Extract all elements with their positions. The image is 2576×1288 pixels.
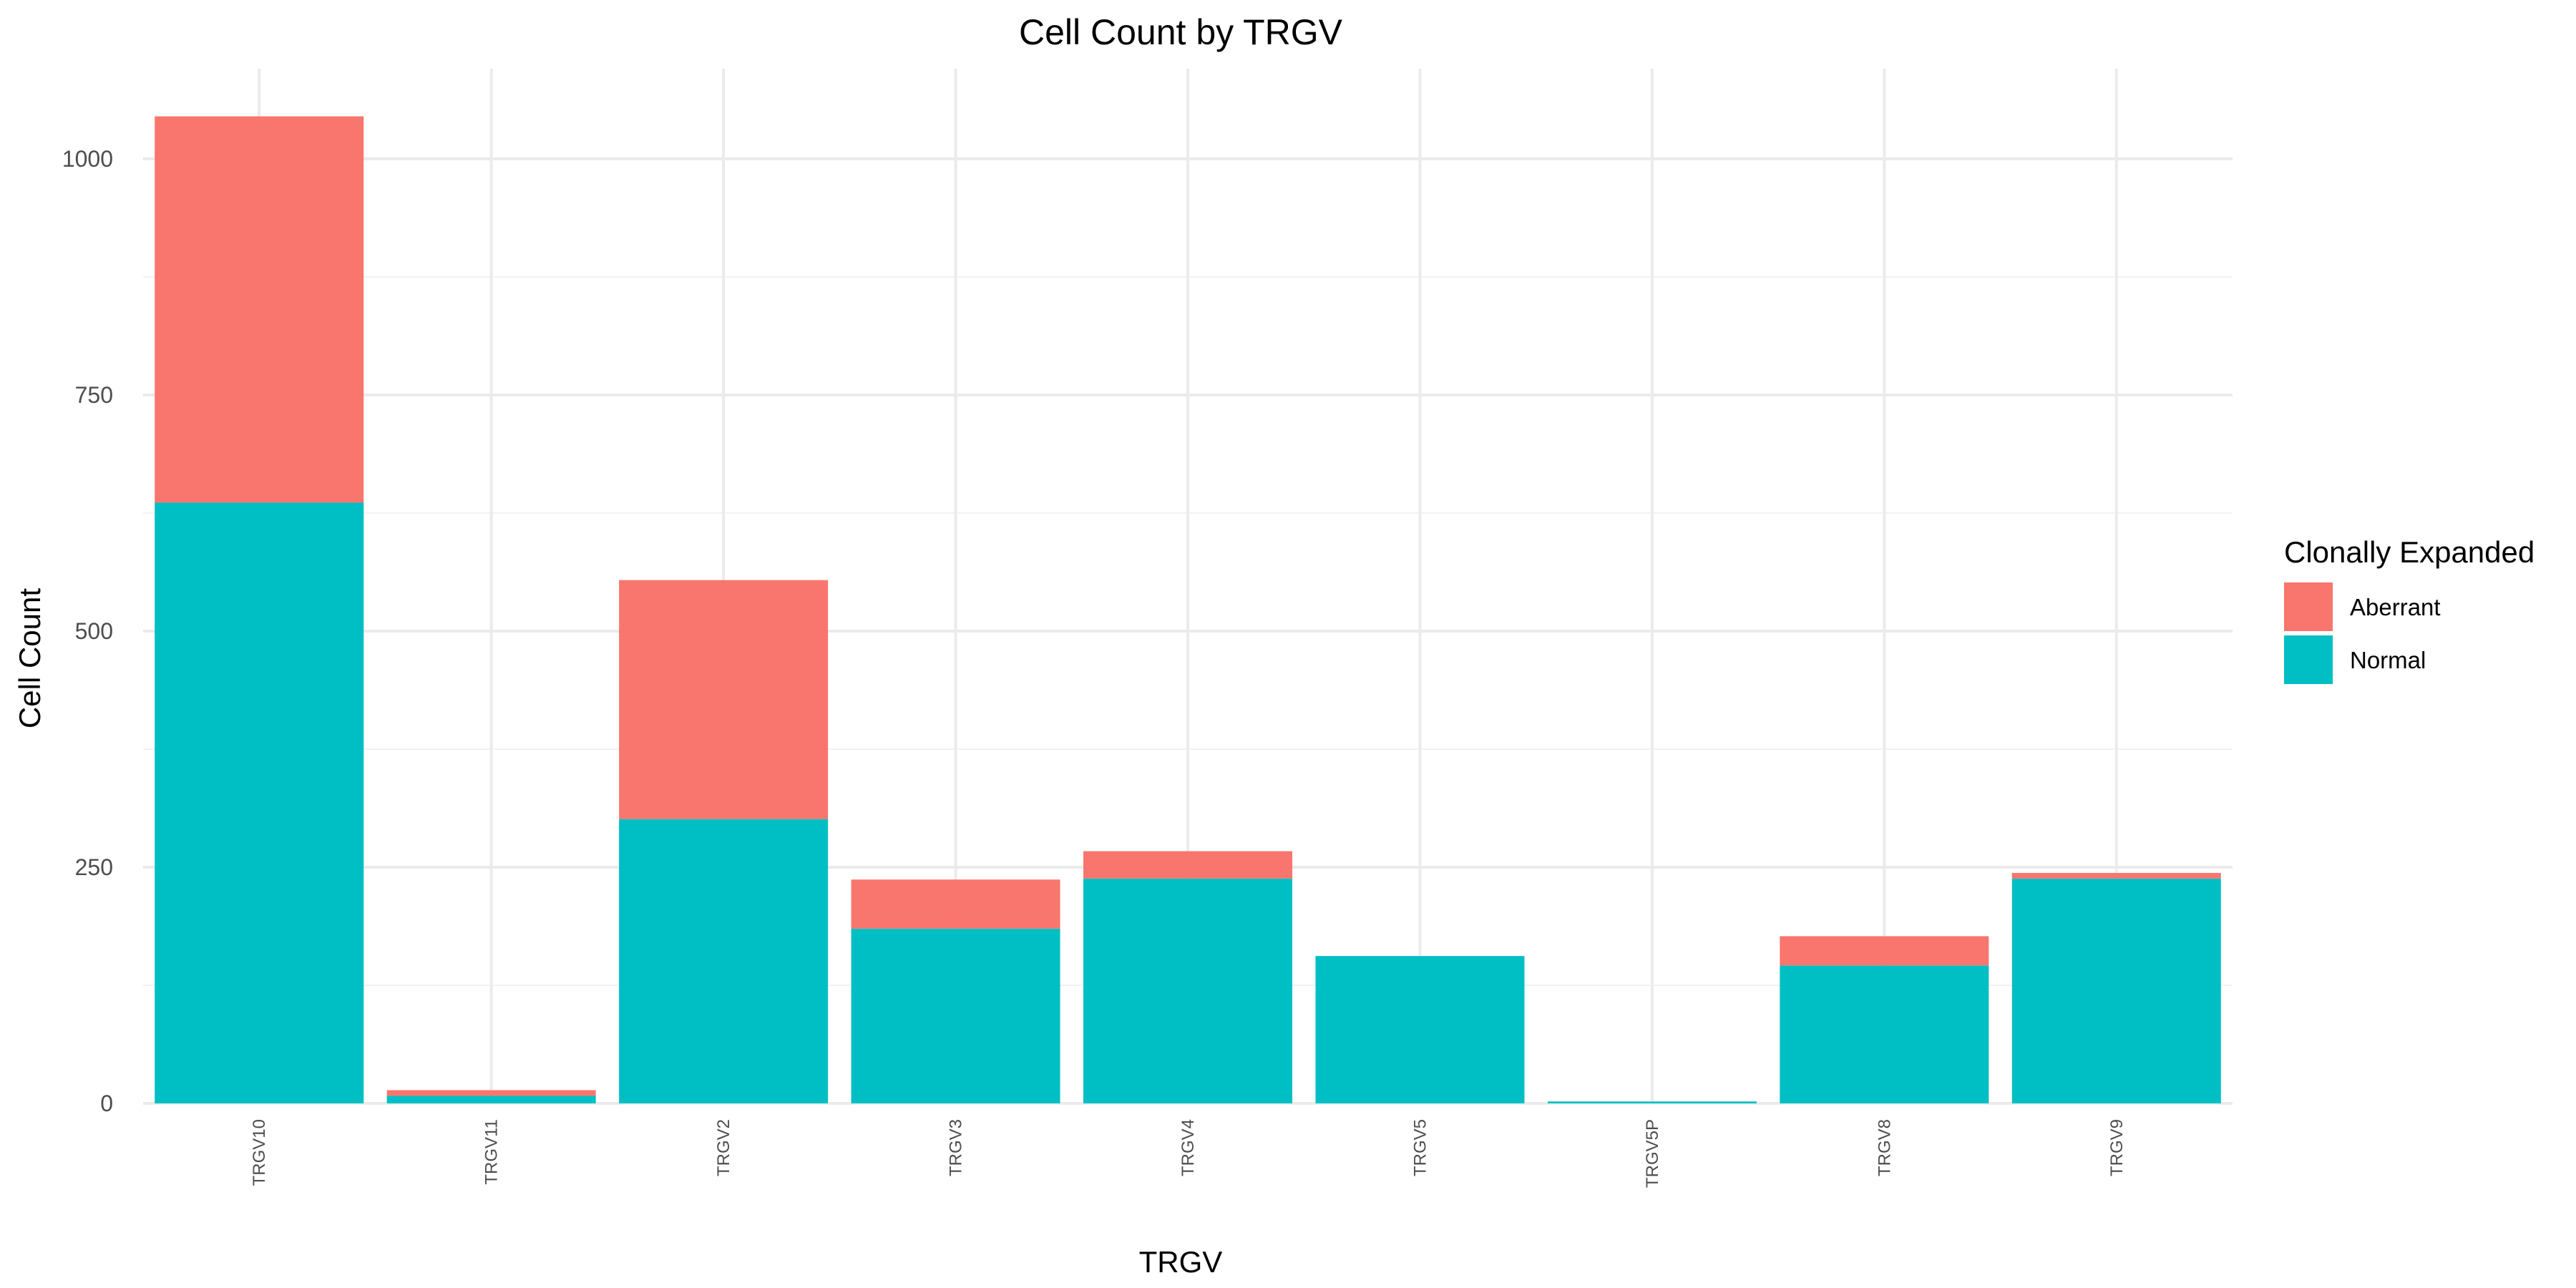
- x-axis-ticks: TRGV10 TRGV11 TRGV2 TRGV3 TRGV4 TRGV5 TRGV5P TR…: [250, 1119, 2127, 1188]
- bar-aberrant-trgv4: [1083, 851, 1292, 879]
- bar-aberrant-trgv9: [2011, 872, 2221, 879]
- x-tick-label: TRGV10: [250, 1119, 269, 1186]
- bar-normal-trgv8: [1780, 965, 1989, 1103]
- y-tick-label: 500: [75, 618, 113, 644]
- x-tick-label: TRGV5: [1410, 1119, 1430, 1176]
- y-tick-label: 750: [75, 382, 113, 408]
- legend-items: Aberrant Normal: [2284, 582, 2441, 684]
- bar-normal-trgv10: [155, 502, 364, 1103]
- bar-aberrant-trgv8: [1780, 936, 1989, 966]
- y-tick-label: 0: [100, 1091, 113, 1116]
- bar-normal-trgv3: [851, 928, 1060, 1103]
- bar-normal-trgv11: [386, 1096, 596, 1103]
- bars: [155, 116, 2221, 1103]
- legend-swatch-normal: [2284, 635, 2333, 684]
- y-tick-label: 1000: [62, 146, 113, 172]
- x-tick-label: TRGV4: [1179, 1119, 1198, 1176]
- bar-aberrant-trgv11: [386, 1090, 596, 1096]
- x-axis-title: TRGV: [1139, 1245, 1223, 1279]
- bar-aberrant-trgv10: [155, 116, 364, 503]
- y-tick-label: 250: [75, 854, 113, 880]
- legend-label-aberrant: Aberrant: [2350, 594, 2441, 620]
- bar-aberrant-trgv2: [619, 580, 829, 819]
- x-tick-label: TRGV3: [947, 1119, 966, 1176]
- legend-swatch-aberrant: [2284, 582, 2333, 631]
- legend: Clonally Expanded Aberrant Normal: [2284, 535, 2534, 684]
- bar-normal-trgv9: [2011, 878, 2221, 1103]
- bar-normal-trgv5: [1315, 956, 1525, 1103]
- x-tick-label: TRGV11: [482, 1119, 502, 1185]
- x-tick-label: TRGV9: [2107, 1119, 2127, 1176]
- legend-title: Clonally Expanded: [2284, 535, 2534, 569]
- x-tick-label: TRGV8: [1875, 1119, 1894, 1176]
- x-tick-label: TRGV2: [714, 1119, 733, 1176]
- chart-title: Cell Count by TRGV: [1019, 12, 1343, 52]
- y-axis-ticks: 0 250 500 750 1000: [62, 146, 113, 1116]
- bar-normal-trgv2: [619, 819, 829, 1103]
- bar-normal-trgv5p: [1547, 1101, 1757, 1103]
- y-axis-title: Cell Count: [13, 588, 47, 728]
- bar-aberrant-trgv3: [851, 879, 1060, 929]
- legend-label-normal: Normal: [2350, 647, 2426, 673]
- bar-normal-trgv4: [1083, 878, 1292, 1103]
- x-tick-label: TRGV5P: [1643, 1119, 1662, 1188]
